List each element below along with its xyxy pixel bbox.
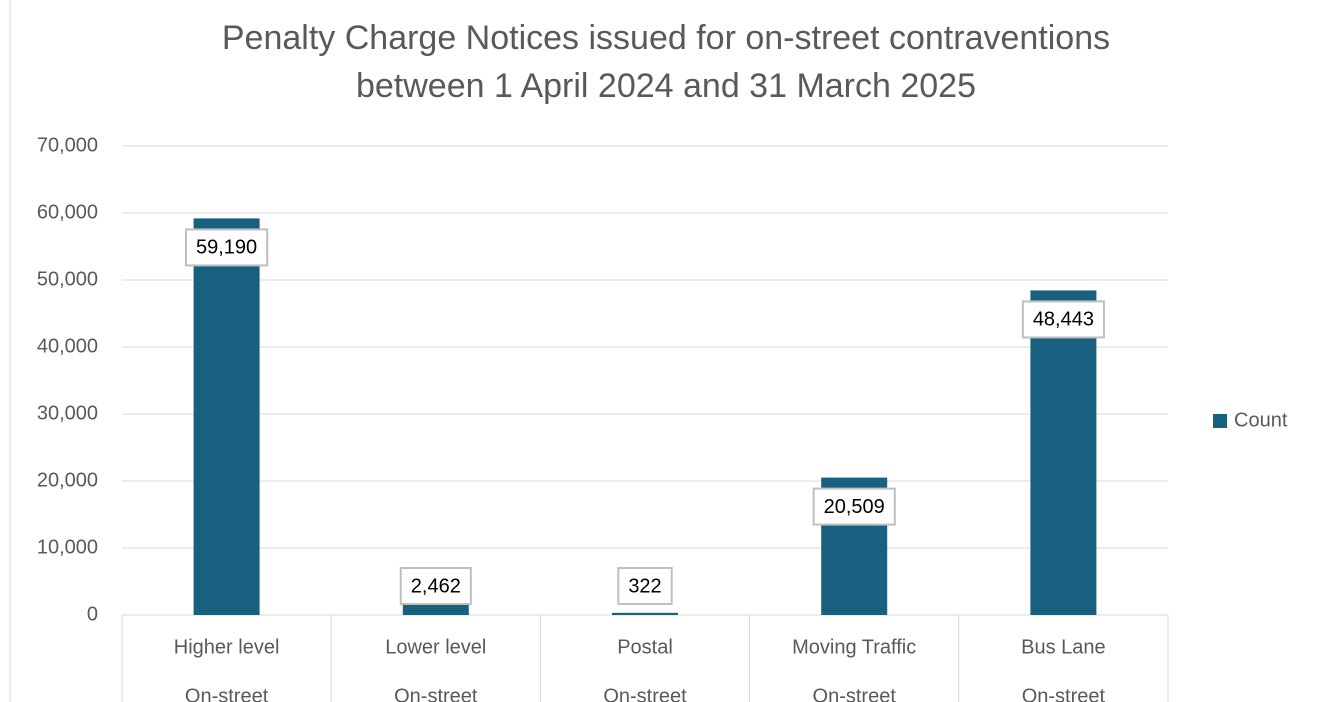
bar bbox=[193, 218, 260, 615]
x-group-label: On-street bbox=[603, 685, 687, 702]
bar bbox=[612, 612, 678, 615]
data-label: 48,443 bbox=[1033, 309, 1094, 331]
y-tick-label: 50,000 bbox=[37, 268, 98, 290]
x-group-label: On-street bbox=[394, 685, 478, 702]
data-label: 322 bbox=[628, 575, 661, 597]
x-tick-label: Postal bbox=[617, 636, 673, 658]
legend-label: Count bbox=[1234, 409, 1288, 431]
data-label: 20,509 bbox=[824, 496, 885, 518]
data-label-box bbox=[617, 567, 673, 605]
x-group-label: On-street bbox=[185, 685, 269, 702]
x-tick-label: Moving Traffic bbox=[792, 636, 916, 658]
data-label-box bbox=[812, 487, 896, 526]
y-tick-label: 20,000 bbox=[37, 469, 98, 491]
y-tick-label: 70,000 bbox=[37, 134, 98, 156]
legend-swatch bbox=[1213, 414, 1227, 428]
chart-title: between 1 April 2024 and 31 March 2025 bbox=[356, 67, 976, 105]
y-tick-label: 10,000 bbox=[37, 536, 98, 558]
y-tick-label: 60,000 bbox=[37, 201, 98, 223]
y-tick-label: 40,000 bbox=[37, 335, 98, 357]
data-label: 2,462 bbox=[411, 575, 461, 597]
chart-title: Penalty Charge Notices issued for on-str… bbox=[222, 19, 1110, 57]
data-label-box bbox=[185, 228, 269, 267]
data-label: 59,190 bbox=[196, 237, 257, 259]
x-tick-label: Higher level bbox=[174, 636, 280, 658]
x-tick-label: Lower level bbox=[385, 636, 486, 658]
bar bbox=[1030, 290, 1097, 615]
x-tick-label: Bus Lane bbox=[1021, 636, 1106, 658]
y-tick-label: 30,000 bbox=[37, 402, 98, 424]
x-group-label: On-street bbox=[813, 685, 897, 702]
x-group-label: On-street bbox=[1022, 685, 1106, 702]
y-tick-label: 0 bbox=[87, 603, 98, 625]
data-label-box bbox=[1021, 300, 1105, 339]
data-label-box bbox=[399, 567, 472, 605]
